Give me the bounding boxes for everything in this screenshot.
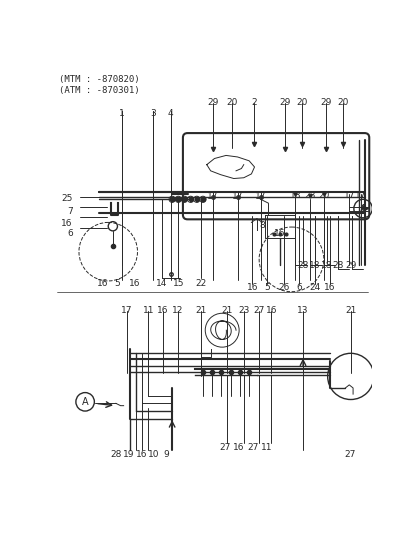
Text: 16: 16 [135, 450, 147, 458]
Text: 18: 18 [289, 191, 300, 200]
Text: 28: 28 [110, 450, 121, 458]
Text: 8: 8 [259, 221, 264, 230]
Text: (MTM : -870820): (MTM : -870820) [59, 75, 139, 84]
Text: 28: 28 [304, 191, 315, 200]
Text: A: A [359, 203, 366, 214]
Text: 1: 1 [119, 109, 125, 118]
Text: 20: 20 [317, 191, 329, 200]
Text: 4: 4 [167, 109, 173, 118]
Text: 16: 16 [246, 283, 257, 292]
Text: A: A [82, 397, 88, 407]
Text: 13: 13 [297, 306, 308, 315]
Text: 16: 16 [323, 283, 335, 292]
Text: 9: 9 [164, 450, 169, 458]
Text: 21: 21 [195, 306, 206, 315]
Text: 14: 14 [156, 279, 167, 288]
Text: 19: 19 [123, 450, 135, 458]
Text: 17: 17 [254, 193, 266, 201]
Text: (ATM : -870301): (ATM : -870301) [59, 86, 139, 95]
Text: 21: 21 [344, 306, 356, 315]
Text: 16: 16 [128, 279, 140, 288]
Text: 27: 27 [247, 443, 258, 452]
Text: 5: 5 [263, 283, 269, 292]
Text: 3: 3 [150, 109, 155, 118]
Text: 21: 21 [221, 306, 232, 315]
Text: 16: 16 [157, 306, 168, 315]
Text: 11: 11 [261, 443, 272, 452]
Text: 29: 29 [345, 261, 356, 270]
Text: 6: 6 [296, 283, 301, 292]
Text: 17: 17 [121, 306, 132, 315]
Text: 27: 27 [219, 443, 230, 452]
Text: 24: 24 [308, 283, 319, 292]
Text: 18: 18 [320, 261, 332, 270]
Text: 29: 29 [320, 98, 331, 107]
Text: 6: 6 [67, 230, 73, 238]
Text: 16: 16 [61, 218, 73, 228]
Text: 28: 28 [331, 261, 342, 270]
Text: 16: 16 [273, 229, 285, 238]
Text: 28: 28 [297, 261, 308, 270]
Text: 15: 15 [172, 279, 184, 288]
Text: 12: 12 [171, 306, 183, 315]
Text: 20: 20 [337, 98, 348, 107]
Text: 23: 23 [237, 306, 249, 315]
Text: 29: 29 [207, 98, 218, 107]
Text: 20: 20 [296, 98, 307, 107]
Text: 26: 26 [278, 283, 289, 292]
Text: 17: 17 [206, 193, 218, 201]
Text: 17: 17 [231, 193, 243, 201]
Text: 5: 5 [114, 279, 120, 288]
Text: 29: 29 [279, 98, 290, 107]
Text: 2: 2 [250, 98, 256, 107]
Text: 10: 10 [147, 450, 159, 458]
Text: 22: 22 [195, 279, 206, 288]
Text: 27: 27 [344, 450, 355, 458]
Text: 18: 18 [308, 261, 320, 270]
Text: 16: 16 [265, 306, 277, 315]
Text: 20: 20 [226, 98, 237, 107]
Text: 16: 16 [97, 279, 108, 288]
Text: 17: 17 [343, 191, 354, 200]
Text: 27: 27 [253, 306, 264, 315]
Text: 16: 16 [233, 443, 244, 452]
Text: 7: 7 [67, 207, 73, 216]
Text: 17: 17 [354, 191, 366, 200]
Text: 11: 11 [142, 306, 154, 315]
Text: 25: 25 [61, 194, 73, 203]
